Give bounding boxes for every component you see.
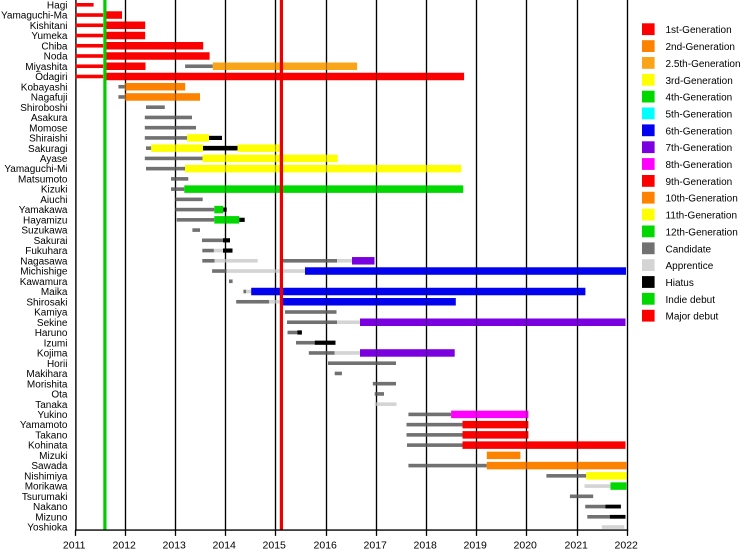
svg-text:Nagafuji: Nagafuji xyxy=(31,93,68,104)
svg-text:Sakuragi: Sakuragi xyxy=(28,144,67,155)
svg-text:Michishige: Michishige xyxy=(20,267,68,278)
svg-text:11th-Generation: 11th-Generation xyxy=(666,211,738,222)
svg-text:Momose: Momose xyxy=(29,123,68,134)
svg-text:Shiraishi: Shiraishi xyxy=(29,134,67,145)
svg-text:10th-Generation: 10th-Generation xyxy=(666,194,738,205)
svg-text:2013: 2013 xyxy=(163,540,187,551)
svg-text:Kizuki: Kizuki xyxy=(41,185,68,196)
svg-text:Chiba: Chiba xyxy=(41,41,68,52)
svg-text:Kojima: Kojima xyxy=(37,349,68,360)
svg-text:2019: 2019 xyxy=(464,540,488,551)
svg-text:2018: 2018 xyxy=(414,540,438,551)
svg-text:Yamaguchi-Mi: Yamaguchi-Mi xyxy=(4,164,67,175)
svg-text:Yamaguchi-Ma: Yamaguchi-Ma xyxy=(1,11,68,22)
svg-text:3rd-Generation: 3rd-Generation xyxy=(666,76,733,87)
svg-text:Maika: Maika xyxy=(41,287,68,298)
svg-text:Ōdagiri: Ōdagiri xyxy=(35,71,67,83)
svg-text:Izumi: Izumi xyxy=(44,338,68,349)
svg-text:Suzukawa: Suzukawa xyxy=(21,226,68,237)
svg-text:Takano: Takano xyxy=(35,430,68,441)
svg-text:Noda: Noda xyxy=(44,52,68,63)
svg-text:Morikawa: Morikawa xyxy=(25,482,68,493)
svg-text:Hayamizu: Hayamizu xyxy=(23,215,67,226)
svg-text:Matsumoto: Matsumoto xyxy=(18,174,68,185)
svg-text:Kamiya: Kamiya xyxy=(34,308,68,319)
svg-text:Major debut: Major debut xyxy=(666,312,719,323)
svg-text:8th-Generation: 8th-Generation xyxy=(666,160,733,171)
svg-text:Kohinata: Kohinata xyxy=(28,441,68,452)
svg-text:Haruno: Haruno xyxy=(35,328,68,339)
svg-text:7th-Generation: 7th-Generation xyxy=(666,143,733,154)
svg-text:Makihara: Makihara xyxy=(26,369,68,380)
svg-text:Shirosaki: Shirosaki xyxy=(26,297,67,308)
svg-text:2.5th-Generation: 2.5th-Generation xyxy=(666,59,741,70)
svg-text:Sekine: Sekine xyxy=(37,318,68,329)
svg-text:Fukuhara: Fukuhara xyxy=(25,246,68,257)
svg-text:Mizuno: Mizuno xyxy=(35,512,68,523)
svg-text:Yoshioka: Yoshioka xyxy=(27,523,68,534)
svg-text:Kawamura: Kawamura xyxy=(20,277,68,288)
svg-text:Yamamoto: Yamamoto xyxy=(20,420,68,431)
svg-text:1st-Generation: 1st-Generation xyxy=(666,25,732,36)
svg-text:Hiatus: Hiatus xyxy=(666,278,694,289)
svg-text:2017: 2017 xyxy=(364,540,388,551)
svg-text:Ota: Ota xyxy=(51,390,68,401)
svg-text:2012: 2012 xyxy=(113,540,137,551)
svg-text:Tanaka: Tanaka xyxy=(35,400,68,411)
svg-text:Morishita: Morishita xyxy=(27,379,68,390)
svg-text:2020: 2020 xyxy=(514,540,538,551)
svg-text:Ayase: Ayase xyxy=(40,154,68,165)
svg-text:2014: 2014 xyxy=(213,540,237,551)
svg-text:2nd-Generation: 2nd-Generation xyxy=(666,42,736,53)
svg-text:Yukino: Yukino xyxy=(37,410,67,421)
svg-text:5th-Generation: 5th-Generation xyxy=(666,110,733,121)
svg-text:6th-Generation: 6th-Generation xyxy=(666,126,733,137)
svg-text:Nishimiya: Nishimiya xyxy=(24,471,68,482)
svg-text:Apprentice: Apprentice xyxy=(666,261,714,272)
svg-text:2022: 2022 xyxy=(615,540,639,551)
svg-text:2016: 2016 xyxy=(314,540,338,551)
svg-text:9th-Generation: 9th-Generation xyxy=(666,177,733,188)
svg-text:Yumeka: Yumeka xyxy=(31,31,68,42)
svg-text:Hagi: Hagi xyxy=(47,0,68,11)
svg-text:4th-Generation: 4th-Generation xyxy=(666,93,733,104)
svg-text:2021: 2021 xyxy=(565,540,589,551)
svg-text:Shiroboshi: Shiroboshi xyxy=(20,103,67,114)
svg-text:Miyashita: Miyashita xyxy=(25,62,68,73)
svg-text:Horii: Horii xyxy=(47,359,68,370)
svg-text:Indie debut: Indie debut xyxy=(666,295,716,306)
svg-text:Nagasawa: Nagasawa xyxy=(20,256,68,267)
svg-text:Yamakawa: Yamakawa xyxy=(19,205,68,216)
svg-text:Candidate: Candidate xyxy=(666,244,712,255)
svg-text:Kobayashi: Kobayashi xyxy=(21,82,68,93)
svg-text:Kishitani: Kishitani xyxy=(30,21,68,32)
svg-text:Sakurai: Sakurai xyxy=(34,236,68,247)
svg-text:Asakura: Asakura xyxy=(31,113,68,124)
svg-text:Sawada: Sawada xyxy=(31,461,68,472)
svg-text:2015: 2015 xyxy=(263,540,287,551)
svg-text:12th-Generation: 12th-Generation xyxy=(666,227,738,238)
svg-text:Mizuki: Mizuki xyxy=(39,451,67,462)
svg-text:2011: 2011 xyxy=(63,540,86,551)
svg-text:Nakano: Nakano xyxy=(33,502,68,513)
svg-text:Tsurumaki: Tsurumaki xyxy=(22,492,68,503)
svg-text:Aiuchi: Aiuchi xyxy=(40,195,67,206)
